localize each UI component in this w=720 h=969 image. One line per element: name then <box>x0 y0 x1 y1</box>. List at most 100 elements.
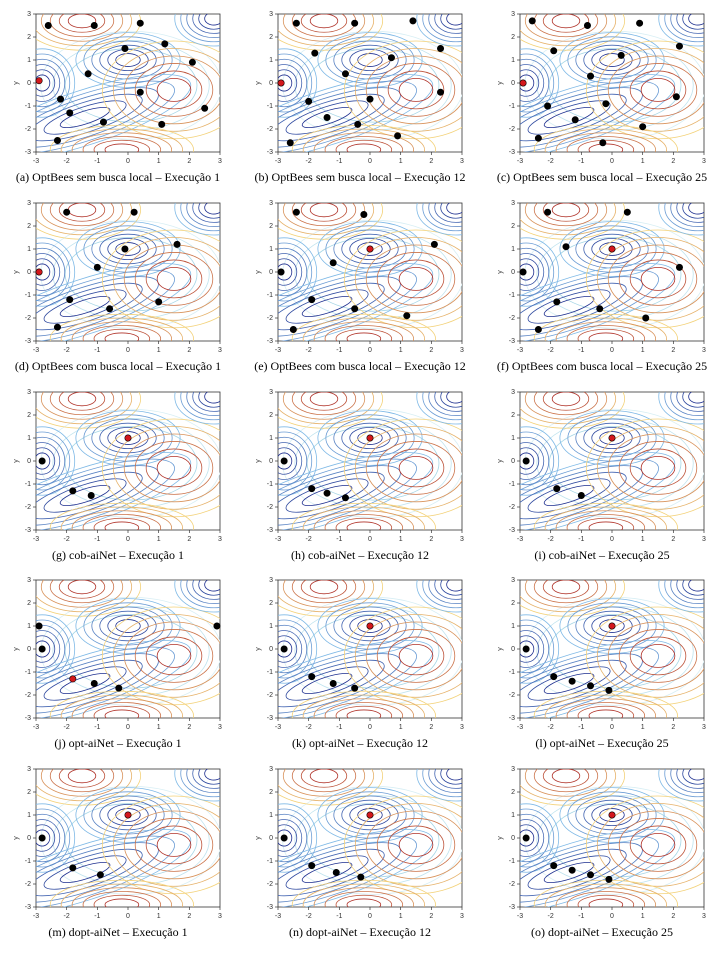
svg-text:-1: -1 <box>94 347 100 354</box>
svg-text:-1: -1 <box>267 669 273 676</box>
panel-c: -3-2-10123-3-2-10123xy(c) OptBees sem bu… <box>484 6 720 193</box>
panel-caption: (e) OptBees com busca local – Execução 1… <box>242 360 478 374</box>
svg-text:-3: -3 <box>517 724 523 731</box>
svg-text:-3: -3 <box>25 338 31 345</box>
svg-text:-1: -1 <box>509 103 515 110</box>
svg-text:2: 2 <box>429 913 433 920</box>
svg-text:2: 2 <box>187 347 191 354</box>
svg-text:x: x <box>368 167 372 168</box>
svg-text:0: 0 <box>511 835 515 842</box>
svg-text:x: x <box>610 733 614 734</box>
svg-text:x: x <box>368 545 372 546</box>
svg-text:0: 0 <box>368 158 372 165</box>
svg-text:2: 2 <box>269 223 273 230</box>
svg-text:-3: -3 <box>33 536 39 543</box>
svg-text:2: 2 <box>27 600 31 607</box>
svg-text:-2: -2 <box>509 126 515 133</box>
svg-text:2: 2 <box>429 724 433 731</box>
svg-text:-3: -3 <box>33 724 39 731</box>
svg-text:1: 1 <box>511 435 515 442</box>
svg-text:3: 3 <box>702 536 706 543</box>
svg-text:x: x <box>126 545 130 546</box>
svg-text:-1: -1 <box>509 669 515 676</box>
contour-plot: -3-2-10123-3-2-10123xy <box>8 572 228 734</box>
svg-text:1: 1 <box>27 812 31 819</box>
svg-text:1: 1 <box>511 623 515 630</box>
panel-e: -3-2-10123-3-2-10123xy(e) OptBees com bu… <box>242 195 478 382</box>
svg-text:0: 0 <box>126 158 130 165</box>
svg-text:-3: -3 <box>509 715 515 722</box>
svg-text:-2: -2 <box>548 536 554 543</box>
svg-text:-1: -1 <box>578 913 584 920</box>
svg-text:-3: -3 <box>25 904 31 911</box>
svg-text:-3: -3 <box>517 347 523 354</box>
svg-text:3: 3 <box>27 577 31 584</box>
svg-text:-2: -2 <box>267 315 273 322</box>
svg-text:-3: -3 <box>517 536 523 543</box>
svg-text:-3: -3 <box>509 338 515 345</box>
svg-text:0: 0 <box>27 269 31 276</box>
svg-text:3: 3 <box>269 577 273 584</box>
svg-text:3: 3 <box>511 200 515 207</box>
svg-text:-3: -3 <box>267 904 273 911</box>
svg-text:-3: -3 <box>33 347 39 354</box>
svg-text:0: 0 <box>368 536 372 543</box>
svg-text:-1: -1 <box>578 347 584 354</box>
svg-text:1: 1 <box>157 536 161 543</box>
panel-m: -3-2-10123-3-2-10123xy(m) dopt-aiNet – E… <box>0 761 236 948</box>
svg-text:-1: -1 <box>25 292 31 299</box>
svg-text:0: 0 <box>27 458 31 465</box>
svg-text:2: 2 <box>671 536 675 543</box>
figure-grid: -3-2-10123-3-2-10123xy(a) OptBees sem bu… <box>0 6 720 948</box>
svg-text:-3: -3 <box>25 149 31 156</box>
svg-text:-2: -2 <box>509 692 515 699</box>
svg-text:0: 0 <box>511 458 515 465</box>
panel-d: -3-2-10123-3-2-10123xy(d) OptBees com bu… <box>0 195 236 382</box>
svg-text:-3: -3 <box>25 527 31 534</box>
svg-text:-3: -3 <box>275 913 281 920</box>
svg-text:-2: -2 <box>548 913 554 920</box>
contour-plot: -3-2-10123-3-2-10123xy <box>492 761 712 923</box>
svg-text:3: 3 <box>702 347 706 354</box>
svg-text:3: 3 <box>702 724 706 731</box>
svg-text:y: y <box>13 458 20 462</box>
svg-text:3: 3 <box>460 347 464 354</box>
panel-n: -3-2-10123-3-2-10123xy(n) dopt-aiNet – E… <box>242 761 478 948</box>
contour-plot: -3-2-10123-3-2-10123xy <box>8 195 228 357</box>
svg-text:-1: -1 <box>267 481 273 488</box>
svg-text:-2: -2 <box>306 158 312 165</box>
svg-text:-3: -3 <box>267 527 273 534</box>
svg-text:-3: -3 <box>509 904 515 911</box>
svg-text:-2: -2 <box>267 126 273 133</box>
svg-text:-2: -2 <box>25 315 31 322</box>
svg-text:2: 2 <box>511 223 515 230</box>
svg-text:0: 0 <box>511 646 515 653</box>
svg-text:0: 0 <box>269 269 273 276</box>
svg-text:-2: -2 <box>306 536 312 543</box>
svg-text:-3: -3 <box>267 338 273 345</box>
svg-text:1: 1 <box>641 724 645 731</box>
panel-caption: (m) dopt-aiNet – Execução 1 <box>0 926 236 940</box>
contour-plot: -3-2-10123-3-2-10123xy <box>250 195 470 357</box>
svg-text:3: 3 <box>27 11 31 18</box>
svg-text:-2: -2 <box>509 881 515 888</box>
svg-text:-2: -2 <box>267 881 273 888</box>
svg-text:0: 0 <box>511 80 515 87</box>
svg-text:-1: -1 <box>25 858 31 865</box>
svg-text:-1: -1 <box>336 158 342 165</box>
contour-plot: -3-2-10123-3-2-10123xy <box>8 384 228 546</box>
svg-text:-3: -3 <box>275 536 281 543</box>
svg-text:3: 3 <box>27 200 31 207</box>
panel-b: -3-2-10123-3-2-10123xy(b) OptBees sem bu… <box>242 6 478 193</box>
svg-text:-1: -1 <box>336 724 342 731</box>
svg-text:2: 2 <box>27 34 31 41</box>
svg-text:0: 0 <box>368 347 372 354</box>
svg-text:2: 2 <box>511 412 515 419</box>
panel-i: -3-2-10123-3-2-10123xy(i) cob-aiNet – Ex… <box>484 384 720 571</box>
svg-text:0: 0 <box>269 458 273 465</box>
svg-text:2: 2 <box>187 913 191 920</box>
svg-text:-3: -3 <box>509 149 515 156</box>
svg-text:-3: -3 <box>33 158 39 165</box>
svg-text:0: 0 <box>126 913 130 920</box>
svg-text:1: 1 <box>399 913 403 920</box>
